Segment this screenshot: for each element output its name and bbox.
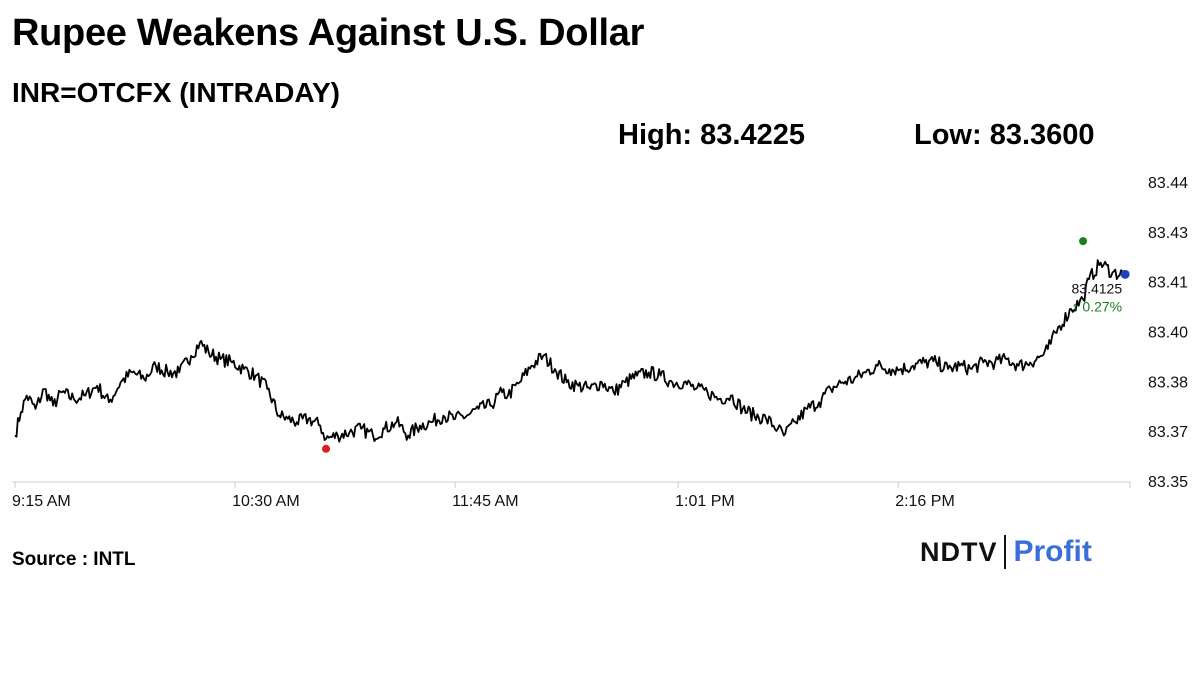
last-value-marker (1120, 269, 1130, 279)
x-tick-label: 9:15 AM (12, 493, 71, 510)
y-tick-label: 83.37 (1148, 424, 1188, 441)
high-value-label: High: 83.4225 (618, 119, 805, 151)
y-tick-label: 83.43 (1148, 225, 1188, 242)
change-percent-label: ↑ 0.27% (1072, 298, 1123, 314)
y-tick-label: 83.41 (1148, 275, 1188, 292)
logo-divider (1003, 535, 1006, 569)
source-note: Source : INTL (12, 549, 136, 570)
x-tick-label: 2:16 PM (895, 493, 955, 510)
low-marker (322, 444, 331, 453)
y-tick-label: 83.44 (1148, 175, 1188, 192)
x-tick-label: 10:30 AM (232, 493, 300, 510)
chart-subtitle: INR=OTCFX (INTRADAY) (12, 77, 340, 108)
chart-title: Rupee Weakens Against U.S. Dollar (12, 12, 645, 54)
price-series-line (14, 259, 1125, 443)
logo-profit-text: Profit (1013, 535, 1092, 568)
intraday-line-chart: 9:15 AM 10:30 AM 11:45 AM 1:01 PM 2:16 PM 83.… (12, 175, 1188, 510)
y-tick-label: 83.35 (1148, 474, 1188, 491)
low-value-label: Low: 83.3600 (914, 119, 1095, 151)
x-tick-label: 1:01 PM (675, 493, 735, 510)
x-tick-label: 11:45 AM (452, 493, 518, 510)
high-marker (1079, 237, 1088, 246)
y-tick-label: 83.40 (1148, 325, 1188, 342)
y-tick-label: 83.38 (1148, 374, 1188, 391)
ndtv-profit-logo: NDTV Profit (920, 535, 1092, 575)
logo-ndtv-text: NDTV (920, 536, 998, 567)
last-value-label: 83.4125 (1072, 280, 1123, 296)
